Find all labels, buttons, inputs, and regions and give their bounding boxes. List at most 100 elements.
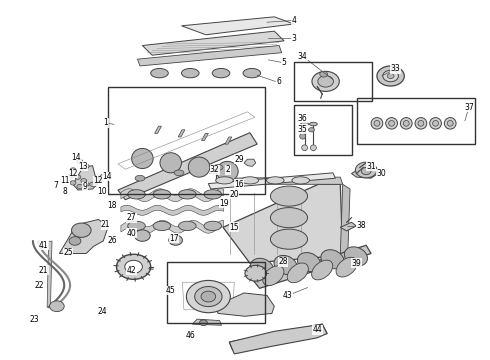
Text: 45: 45 xyxy=(166,286,175,295)
Ellipse shape xyxy=(217,161,238,181)
Ellipse shape xyxy=(311,145,317,150)
Ellipse shape xyxy=(216,177,233,184)
Ellipse shape xyxy=(83,182,89,186)
Ellipse shape xyxy=(400,118,412,129)
Text: 40: 40 xyxy=(127,229,137,238)
Text: 35: 35 xyxy=(298,125,308,134)
Polygon shape xyxy=(229,324,327,350)
Text: 37: 37 xyxy=(464,103,474,112)
Text: 9: 9 xyxy=(82,182,87,191)
Ellipse shape xyxy=(69,237,81,245)
Text: 39: 39 xyxy=(351,259,361,268)
Text: 20: 20 xyxy=(229,190,239,199)
Text: 33: 33 xyxy=(391,64,400,73)
Ellipse shape xyxy=(312,260,333,280)
Polygon shape xyxy=(201,134,208,140)
Text: 32: 32 xyxy=(210,166,220,175)
Ellipse shape xyxy=(300,134,306,139)
Text: 26: 26 xyxy=(107,236,117,245)
Ellipse shape xyxy=(72,223,91,237)
Text: 29: 29 xyxy=(234,155,244,164)
Ellipse shape xyxy=(188,157,210,177)
Ellipse shape xyxy=(430,118,441,129)
Text: 14: 14 xyxy=(102,172,112,181)
Text: 38: 38 xyxy=(357,221,366,230)
Ellipse shape xyxy=(270,229,308,249)
Text: 11: 11 xyxy=(60,176,70,185)
Polygon shape xyxy=(254,245,371,288)
Ellipse shape xyxy=(297,253,320,272)
Polygon shape xyxy=(181,17,294,35)
Ellipse shape xyxy=(100,174,106,179)
Ellipse shape xyxy=(70,168,76,172)
Polygon shape xyxy=(59,220,108,253)
Ellipse shape xyxy=(135,175,145,181)
Text: 23: 23 xyxy=(29,315,39,324)
Text: 15: 15 xyxy=(229,223,239,232)
Ellipse shape xyxy=(447,121,453,126)
Ellipse shape xyxy=(77,184,83,189)
Ellipse shape xyxy=(336,257,357,277)
Ellipse shape xyxy=(309,128,315,132)
Polygon shape xyxy=(215,293,274,316)
Text: 19: 19 xyxy=(220,199,229,208)
Text: 14: 14 xyxy=(72,153,81,162)
Ellipse shape xyxy=(201,291,216,302)
Ellipse shape xyxy=(128,190,146,199)
Ellipse shape xyxy=(389,121,394,126)
Text: 28: 28 xyxy=(278,257,288,266)
Polygon shape xyxy=(73,166,98,190)
Ellipse shape xyxy=(371,118,383,129)
Polygon shape xyxy=(225,137,232,144)
Text: 27: 27 xyxy=(127,213,136,222)
Polygon shape xyxy=(178,130,185,137)
Ellipse shape xyxy=(318,76,333,87)
Ellipse shape xyxy=(444,118,456,129)
Ellipse shape xyxy=(199,320,207,325)
Ellipse shape xyxy=(212,68,230,78)
Ellipse shape xyxy=(267,177,284,184)
Text: 4: 4 xyxy=(292,16,296,25)
Ellipse shape xyxy=(213,165,223,170)
Text: 41: 41 xyxy=(39,241,49,250)
Ellipse shape xyxy=(320,71,328,77)
Ellipse shape xyxy=(125,260,143,273)
Text: 17: 17 xyxy=(170,234,179,243)
Text: 18: 18 xyxy=(107,201,117,210)
Ellipse shape xyxy=(128,221,146,230)
Ellipse shape xyxy=(387,73,394,78)
Ellipse shape xyxy=(90,182,96,186)
Ellipse shape xyxy=(69,174,74,178)
Ellipse shape xyxy=(195,287,222,307)
Ellipse shape xyxy=(355,162,377,178)
Polygon shape xyxy=(351,165,378,178)
Text: 8: 8 xyxy=(63,187,68,196)
Ellipse shape xyxy=(287,263,308,283)
Polygon shape xyxy=(340,184,350,259)
Polygon shape xyxy=(223,184,343,263)
Ellipse shape xyxy=(81,179,87,183)
Ellipse shape xyxy=(49,301,64,312)
Text: 16: 16 xyxy=(234,180,244,189)
Polygon shape xyxy=(208,173,335,189)
Text: 31: 31 xyxy=(366,162,376,171)
Polygon shape xyxy=(47,241,52,307)
Text: 43: 43 xyxy=(283,291,293,300)
Ellipse shape xyxy=(418,121,424,126)
Ellipse shape xyxy=(204,190,221,199)
Ellipse shape xyxy=(169,235,182,245)
Ellipse shape xyxy=(241,177,259,184)
Text: 13: 13 xyxy=(78,162,88,171)
Text: 22: 22 xyxy=(34,281,44,290)
Bar xyxy=(294,105,352,155)
Polygon shape xyxy=(155,126,161,134)
Ellipse shape xyxy=(310,122,318,126)
Polygon shape xyxy=(143,31,284,55)
Ellipse shape xyxy=(433,121,439,126)
Polygon shape xyxy=(138,45,282,66)
Ellipse shape xyxy=(96,178,101,182)
Ellipse shape xyxy=(181,68,199,78)
Ellipse shape xyxy=(403,121,409,126)
Ellipse shape xyxy=(132,148,153,168)
Ellipse shape xyxy=(174,170,184,176)
